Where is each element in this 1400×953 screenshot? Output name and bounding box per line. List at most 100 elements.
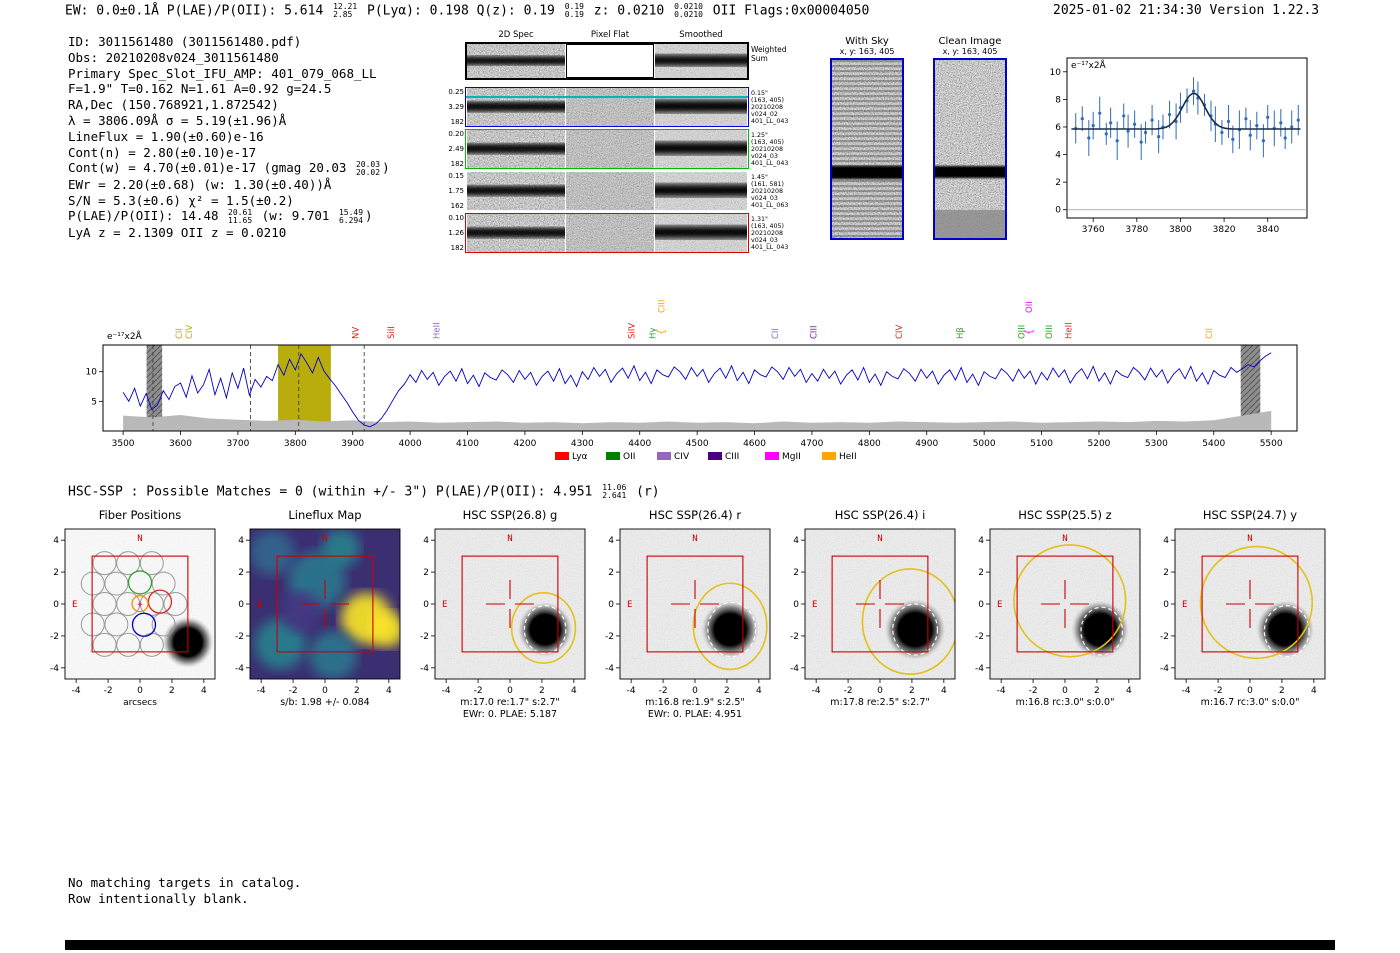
cutout-strip-flat: [566, 172, 654, 210]
header-timestamp-version: 2025-01-02 21:34:30 Version 1.22.3: [1053, 3, 1320, 18]
sky-image: [830, 58, 904, 240]
fiber-circle-highlight: [147, 589, 173, 614]
svg-text:-2: -2: [844, 686, 853, 696]
sky-panel-coords: x, y: 163, 405: [942, 47, 998, 56]
svg-text:5: 5: [91, 397, 97, 407]
cutout-row-yticks: 0.20 2.49 182: [448, 130, 464, 168]
sky-panel: With Sky x, y: 163, 405: [830, 36, 904, 244]
svg-text:0: 0: [53, 600, 59, 610]
fiber-circle: [92, 592, 117, 616]
svg-text:5000: 5000: [973, 439, 996, 449]
svg-text:3800: 3800: [284, 439, 307, 449]
info-line: ID: 3011561480 (3011561480.pdf): [68, 34, 302, 49]
emission-line-label: CII: [1205, 328, 1215, 339]
svg-text:2: 2: [169, 686, 175, 696]
thumbnail-title: HSC SSP(26.4) r: [649, 508, 741, 522]
svg-text:4: 4: [1126, 686, 1132, 696]
detection-band: [278, 345, 331, 431]
aperture-ellipse: [861, 568, 955, 676]
info-line: Primary Spec_Slot_IFU_AMP: 401_079_068_L…: [68, 65, 377, 81]
aperture-ellipse: [1199, 545, 1314, 660]
fiber-circle-highlight: [131, 595, 149, 613]
spectrum-line: [122, 352, 1272, 428]
hsc-match-summary: HSC-SSP : Possible Matches = 0 (within +…: [68, 483, 660, 500]
svg-text:3700: 3700: [226, 439, 249, 449]
svg-text:0: 0: [1247, 686, 1253, 696]
full-spectrum-chart: 3500 3600 3700 3800 3900 4000 4100 4200 4300 4400…: [86, 300, 1298, 462]
cutout-strip-smooth: [655, 214, 747, 252]
cutout-row-yticks: 0.10 1.26 182: [448, 214, 464, 252]
svg-text:2: 2: [909, 686, 915, 696]
fiber-circle: [116, 632, 141, 657]
cutout-strip-smooth: [655, 44, 747, 78]
svg-text:4: 4: [793, 536, 799, 546]
footer-notes: No matching targets in catalog. Row inten…: [68, 875, 301, 907]
svg-text:0: 0: [692, 686, 698, 696]
extraction-box: [461, 555, 559, 653]
svg-text:{: {: [1024, 329, 1035, 335]
svg-text:0: 0: [507, 686, 513, 696]
svg-text:-4: -4: [812, 686, 821, 696]
svg-text:3500: 3500: [112, 439, 135, 449]
svg-text:-4: -4: [257, 686, 266, 696]
svg-text:4: 4: [571, 686, 577, 696]
cutout-strip-blank: [566, 44, 654, 78]
source-blob: [884, 599, 946, 660]
cutout-strip-flat: [566, 130, 654, 168]
fiber-circle: [116, 551, 141, 576]
extraction-box: [1016, 555, 1114, 653]
cutout-row-note: 1.25" (163, 405) 20210208 v024_03 401_LL_043: [751, 132, 789, 167]
svg-text:-4: -4: [997, 686, 1006, 696]
thumbnail-panel: HSC SSP(26.4) r N E -4 -4 -2 -2 0 0 2 2 4 4 m:16.8 re…: [605, 508, 771, 720]
svg-text:3840: 3840: [1256, 225, 1279, 235]
source-blob: [517, 602, 573, 657]
svg-text:10: 10: [86, 368, 98, 378]
svg-text:0: 0: [877, 686, 883, 696]
cutout-strip-spec: [467, 172, 565, 210]
svg-text:0: 0: [1163, 600, 1169, 610]
fiber-circle: [151, 571, 176, 596]
svg-text:4: 4: [386, 686, 392, 696]
fiber-circle-highlight: [131, 612, 157, 637]
emission-line-label: Hβ: [956, 327, 966, 339]
svg-text:-4: -4: [72, 686, 81, 696]
emission-line-label: SiIV: [628, 323, 638, 339]
extraction-box: [276, 555, 374, 653]
sky-image: [933, 58, 1007, 240]
sky-panel-coords: x, y: 163, 405: [839, 47, 895, 56]
emission-line-label: CIII: [658, 300, 668, 313]
extraction-box: [91, 555, 189, 653]
header-stats: EW: 0.0±0.1Å P(LAE)/P(OII): 5.614 12.21 2…: [65, 2, 870, 19]
svg-text:2: 2: [1055, 178, 1061, 188]
svg-text:2: 2: [724, 686, 730, 696]
svg-text:0: 0: [1055, 206, 1061, 216]
spec-cutout-grid: 2D Spec Pixel Flat Smoothed Weighted Sum 0.25…: [441, 30, 811, 260]
compass-n: N: [877, 534, 882, 544]
hi-lo-stack: 20.61 11.65: [228, 207, 253, 225]
svg-text:6: 6: [1055, 123, 1061, 133]
compass-n: N: [1247, 534, 1252, 544]
cutout-strip-spec: [467, 88, 565, 126]
emission-line-label: SiII: [387, 326, 397, 339]
svg-text:-2: -2: [605, 632, 614, 642]
flux-patch: [309, 631, 357, 679]
sky-panel: Clean Image x, y: 163, 405: [933, 36, 1007, 244]
source-blob: [1256, 600, 1314, 659]
svg-text:5300: 5300: [1145, 439, 1168, 449]
emission-line-label: Hγ: [648, 328, 658, 339]
svg-text:2: 2: [1279, 686, 1285, 696]
svg-text:4400: 4400: [628, 439, 651, 449]
svg-text:-4: -4: [790, 664, 799, 674]
compass-e: E: [627, 600, 632, 610]
svg-text:-2: -2: [289, 686, 298, 696]
cutout-row-yticks: 0.25 3.29 182: [448, 88, 464, 126]
extraction-box: [1201, 555, 1299, 653]
svg-text:4800: 4800: [858, 439, 881, 449]
legend-swatch: [708, 452, 722, 460]
aperture-ellipse: [510, 592, 577, 664]
svg-text:3900: 3900: [341, 439, 364, 449]
fiber-circle-highlight: [127, 570, 153, 595]
thumbnail-title: HSC SSP(24.7) y: [1203, 508, 1297, 522]
svg-text:-2: -2: [975, 632, 984, 642]
legend-swatch: [555, 452, 569, 460]
